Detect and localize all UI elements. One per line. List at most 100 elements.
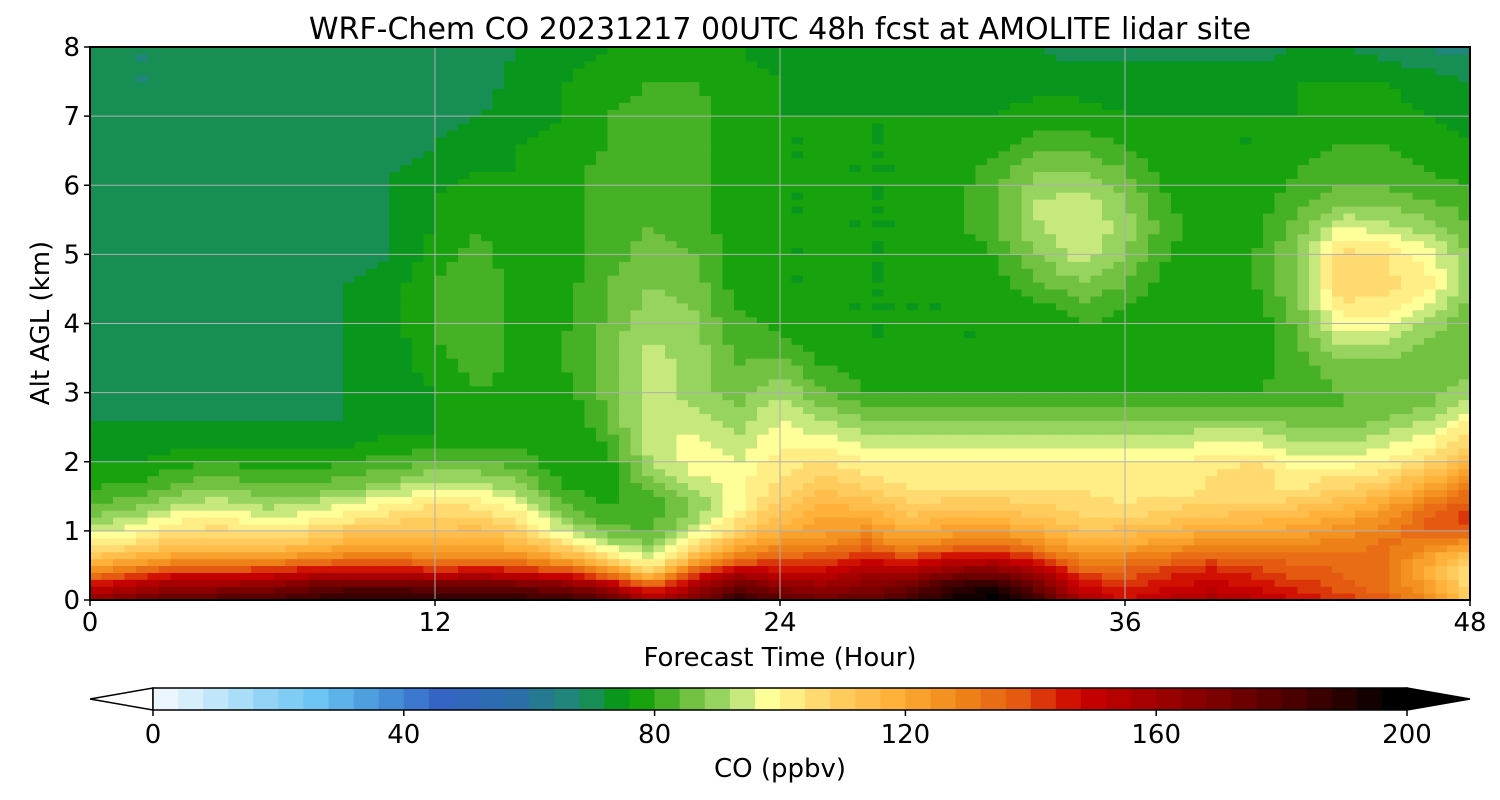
co-cell bbox=[435, 475, 448, 484]
co-cell bbox=[354, 447, 367, 456]
co-cell bbox=[1125, 427, 1138, 435]
co-cell bbox=[458, 523, 471, 532]
co-cell bbox=[768, 489, 781, 497]
co-cell bbox=[1125, 378, 1138, 387]
co-cell bbox=[1102, 510, 1115, 518]
co-cell bbox=[1343, 358, 1356, 366]
co-cell bbox=[458, 468, 471, 477]
co-cell bbox=[400, 399, 413, 408]
co-cell bbox=[1056, 579, 1069, 587]
co-cell bbox=[837, 309, 850, 318]
co-cell bbox=[1125, 337, 1138, 345]
co-cell bbox=[113, 565, 126, 573]
co-cell bbox=[584, 413, 597, 421]
co-cell bbox=[1136, 517, 1149, 525]
co-cell bbox=[147, 358, 160, 366]
co-cell bbox=[228, 392, 241, 401]
co-cell bbox=[699, 399, 712, 408]
co-cell bbox=[170, 330, 183, 338]
co-cell bbox=[331, 482, 344, 490]
co-cell bbox=[860, 406, 873, 414]
co-cell bbox=[159, 510, 172, 518]
co-cell bbox=[113, 330, 126, 338]
co-cell bbox=[607, 344, 620, 352]
co-cell bbox=[849, 447, 862, 456]
co-cell bbox=[124, 551, 137, 560]
co-cell bbox=[734, 344, 747, 352]
co-cell bbox=[527, 344, 540, 352]
co-cell bbox=[504, 517, 517, 525]
co-cell bbox=[1412, 427, 1425, 435]
co-cell bbox=[1079, 482, 1092, 490]
co-cell bbox=[1067, 530, 1080, 539]
co-cell bbox=[90, 579, 103, 587]
co-cell bbox=[538, 572, 551, 580]
co-cell bbox=[205, 323, 218, 332]
co-cell bbox=[320, 351, 333, 359]
co-cell bbox=[1309, 544, 1322, 553]
co-cell bbox=[1056, 544, 1069, 553]
co-cell bbox=[1171, 579, 1184, 587]
co-cell bbox=[584, 489, 597, 497]
co-cell bbox=[1435, 344, 1448, 352]
co-cell bbox=[630, 427, 643, 435]
co-cell bbox=[343, 454, 356, 463]
co-cell bbox=[435, 454, 448, 463]
co-cell bbox=[1447, 482, 1460, 490]
co-cell bbox=[1286, 530, 1299, 539]
co-cell bbox=[285, 351, 298, 359]
co-cell bbox=[147, 537, 160, 546]
co-cell bbox=[297, 427, 310, 435]
co-cell bbox=[1090, 337, 1103, 345]
co-cell bbox=[1424, 378, 1437, 387]
co-cell bbox=[1125, 461, 1138, 470]
co-cell bbox=[1447, 323, 1460, 332]
co-cell bbox=[435, 399, 448, 408]
co-cell bbox=[124, 316, 137, 325]
co-cell bbox=[538, 461, 551, 470]
co-cell bbox=[895, 447, 908, 456]
co-cell bbox=[1251, 496, 1264, 504]
co-cell bbox=[193, 461, 206, 470]
co-cell bbox=[308, 309, 321, 318]
co-cell bbox=[446, 468, 459, 477]
co-cell bbox=[1378, 427, 1391, 435]
co-cell bbox=[205, 530, 218, 539]
co-cell bbox=[1263, 496, 1276, 504]
co-cell bbox=[1355, 351, 1368, 359]
co-cell bbox=[883, 330, 896, 338]
co-cell bbox=[228, 378, 241, 387]
co-cell bbox=[1044, 385, 1057, 394]
co-cell bbox=[1217, 523, 1230, 532]
co-cell bbox=[1366, 510, 1379, 518]
co-cell bbox=[975, 537, 988, 546]
co-cell bbox=[1010, 503, 1023, 511]
co-cell bbox=[1435, 364, 1448, 373]
co-cell bbox=[331, 572, 344, 580]
co-cell bbox=[308, 434, 321, 442]
co-cell bbox=[446, 544, 459, 553]
co-cell bbox=[1378, 586, 1391, 594]
co-cell bbox=[1033, 475, 1046, 484]
co-cell bbox=[780, 385, 793, 394]
co-cell bbox=[952, 323, 965, 332]
co-cell bbox=[182, 579, 195, 587]
co-cell bbox=[1159, 523, 1172, 532]
co-cell bbox=[964, 510, 977, 518]
co-cell bbox=[1102, 454, 1115, 463]
co-cell bbox=[1056, 537, 1069, 546]
co-cell bbox=[550, 551, 563, 560]
co-cell bbox=[1067, 330, 1080, 338]
co-cell bbox=[1263, 344, 1276, 352]
co-cell bbox=[331, 517, 344, 525]
co-cell bbox=[1079, 544, 1092, 553]
co-cell bbox=[481, 551, 494, 560]
co-cell bbox=[1447, 406, 1460, 414]
co-cell bbox=[343, 413, 356, 421]
co-cell bbox=[435, 461, 448, 470]
co-cell bbox=[561, 385, 574, 394]
co-cell bbox=[1435, 482, 1448, 490]
co-cell bbox=[1090, 593, 1103, 600]
co-cell bbox=[1412, 364, 1425, 373]
co-cell bbox=[527, 503, 540, 511]
